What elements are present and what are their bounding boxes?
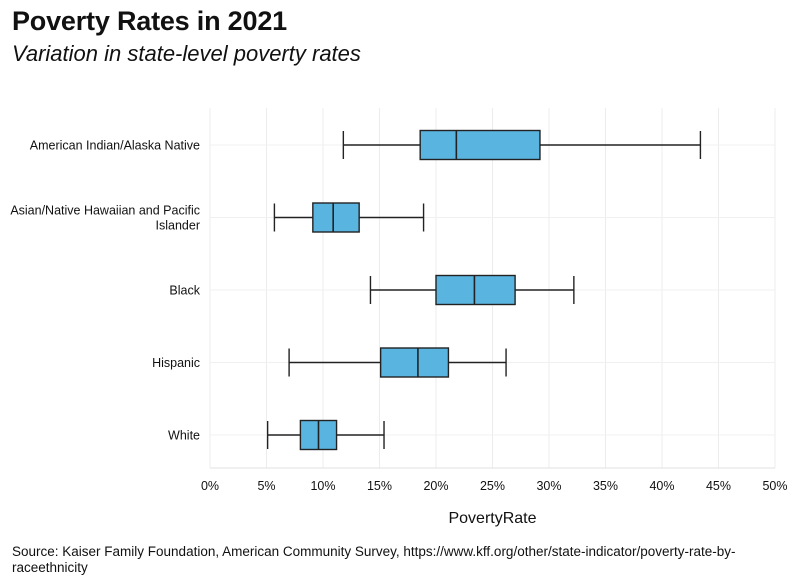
category-label: Asian/Native Hawaiian and Pacific Islande… [10, 204, 200, 233]
category-label: Black [169, 284, 200, 298]
x-tick-label: 20% [423, 479, 448, 493]
box-group [273, 202, 425, 233]
iqr-box [379, 347, 450, 378]
x-tick-label: 35% [593, 479, 618, 493]
box-group [288, 347, 507, 378]
x-tick-label: 45% [706, 479, 731, 493]
boxplot-chart: American Indian/Alaska Native Asian/Nativ… [10, 108, 788, 527]
iqr-box [435, 274, 516, 306]
x-tick-label: 25% [480, 479, 505, 493]
category-label: White [168, 429, 200, 443]
boxplot-series [266, 129, 702, 451]
box-group [342, 129, 702, 161]
iqr-box [419, 129, 541, 161]
x-axis-title: PovertyRate [448, 510, 536, 527]
x-tick-label: 0% [201, 479, 219, 493]
box-group [266, 419, 385, 451]
x-tick-label: 40% [649, 479, 674, 493]
iqr-box [312, 202, 360, 233]
x-axis-ticks: 0% 5% 10% 15% 20% 25% 30% 35% 40% 45% 50% [201, 479, 788, 493]
x-tick-label: 30% [536, 479, 561, 493]
y-axis-labels: American Indian/Alaska Native Asian/Nativ… [10, 139, 200, 443]
x-tick-label: 15% [367, 479, 392, 493]
x-tick-label: 10% [310, 479, 335, 493]
x-tick-label: 50% [762, 479, 787, 493]
source-note: Source: Kaiser Family Foundation, Americ… [12, 544, 736, 575]
chart-title: Poverty Rates in 2021 [12, 6, 287, 36]
x-tick-label: 5% [257, 479, 275, 493]
box-group [369, 274, 575, 306]
chart-subtitle: Variation in state-level poverty rates [12, 41, 361, 66]
category-label: American Indian/Alaska Native [30, 139, 200, 153]
category-label: Hispanic [152, 356, 200, 370]
